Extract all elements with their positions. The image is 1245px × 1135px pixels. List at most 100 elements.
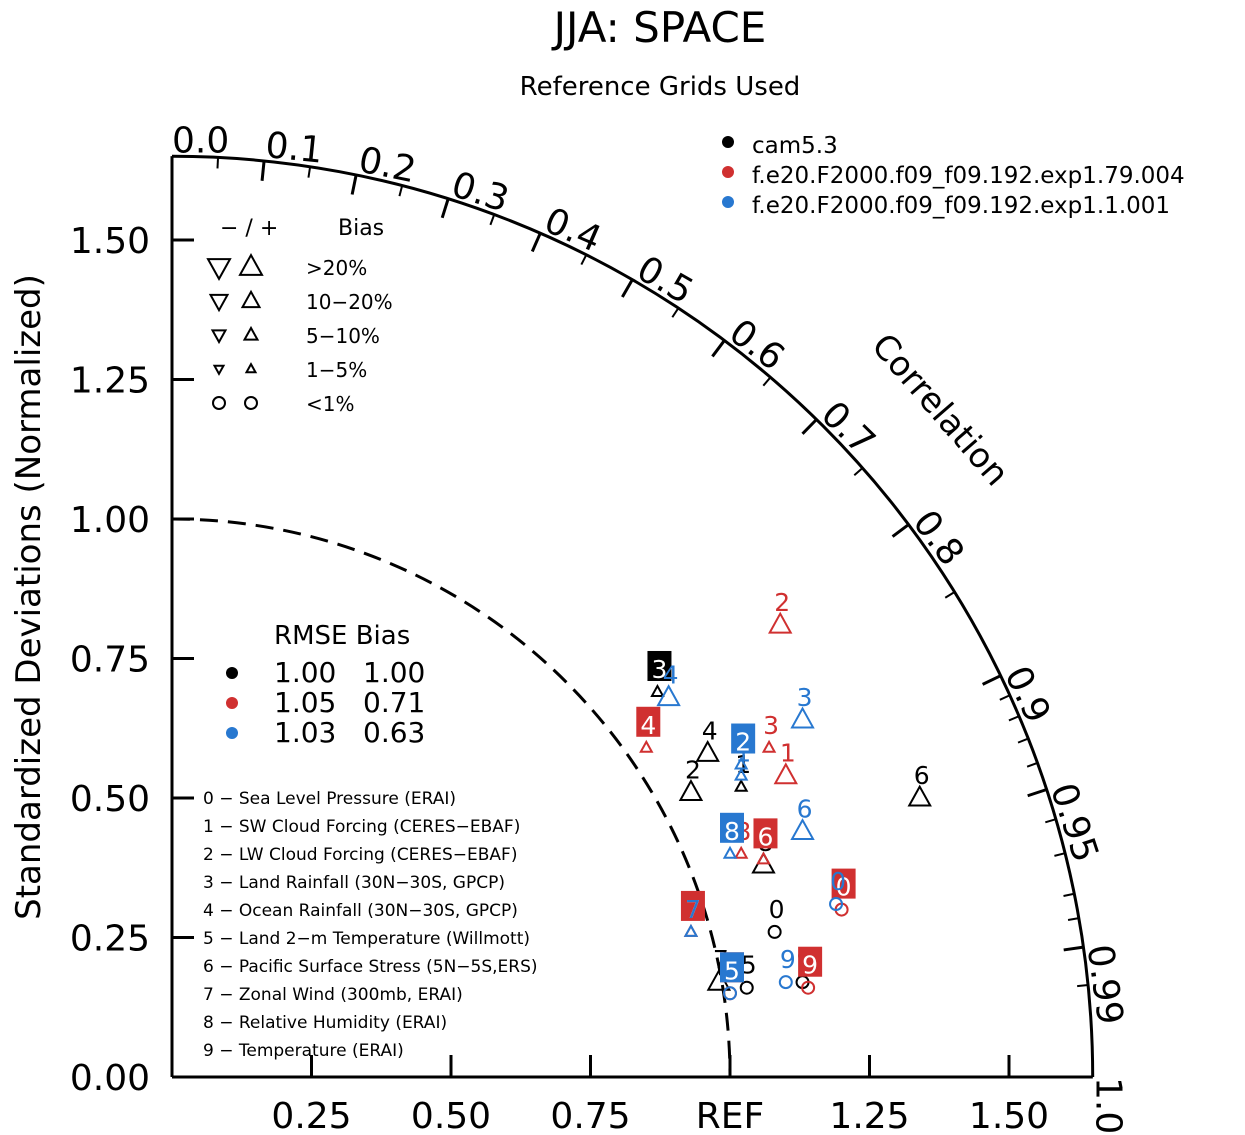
- rmse-table-swatch: [226, 697, 238, 709]
- correlation-major-tick: [350, 174, 358, 195]
- axes-layer: 0.000.250.500.751.001.251.500.25 0.50 0.75…: [9, 120, 1130, 1135]
- y-tick-label: 1.00: [70, 500, 150, 541]
- data-point-label: 0: [836, 873, 852, 902]
- data-point-label: 2: [735, 728, 751, 757]
- correlation-minor-tick: [1067, 917, 1080, 922]
- data-point-marker: [790, 706, 815, 729]
- data-point-label-box: [798, 946, 823, 977]
- correlation-major-tick: [711, 339, 726, 358]
- y-tick-label: 1.50: [70, 221, 150, 262]
- data-point-marker: [907, 784, 932, 807]
- correlation-minor-tick: [1054, 852, 1066, 857]
- data-point-label: 3: [652, 655, 668, 684]
- x-tick-label: 0.75: [550, 1096, 630, 1135]
- data-point-marker: [733, 778, 749, 792]
- data-point-label-box: [680, 890, 705, 921]
- correlation-minor-tick: [489, 214, 496, 226]
- y-tick-label: 1.25: [70, 361, 150, 402]
- correlation-axis-title: Correlation: [863, 326, 1016, 494]
- variable-legend-item: 4 − Ocean Rainfall (30N−30S, GPCP): [203, 901, 518, 921]
- series-legend-swatch: [722, 136, 734, 148]
- rmse-table-bias: 1.00: [363, 656, 425, 689]
- correlation-major-tick: [621, 278, 634, 298]
- correlation-tick-label: 0.5: [630, 248, 700, 312]
- data-point-label-box: [831, 868, 856, 899]
- data-point: 3: [761, 711, 779, 753]
- data-point-marker: [650, 683, 665, 697]
- data-point-label: 5: [741, 951, 757, 980]
- correlation-tick-label: 0.2: [355, 140, 419, 192]
- correlation-tick-label: 0.3: [447, 164, 514, 220]
- data-point: 4: [636, 706, 661, 753]
- data-point-marker: [761, 739, 777, 753]
- rmse-table-swatch: [226, 727, 238, 739]
- correlation-tick-label: 0.8: [905, 503, 972, 573]
- data-point-marker: [723, 986, 737, 1001]
- data-point-label: 2: [685, 755, 701, 784]
- data-point-marker: [773, 762, 798, 785]
- data-point-label: 1: [780, 739, 796, 768]
- variable-legend-item: 3 − Land Rainfall (30N−30S, GPCP): [203, 873, 505, 893]
- data-point-label-box: [636, 706, 661, 737]
- data-point-marker: [801, 980, 816, 995]
- data-point-label: 7: [685, 895, 701, 924]
- series-legend-label: f.e20.F2000.f09_f09.192.exp1.1.001: [752, 193, 1170, 219]
- correlation-tick-label: 1.0: [1088, 1077, 1129, 1134]
- data-point: 4: [656, 661, 681, 707]
- data-point-marker: [722, 845, 738, 859]
- bias-legend-down-triangle: [208, 293, 230, 313]
- x-tick-label: 0.25: [271, 1096, 351, 1135]
- correlation-tick-label: 0.95: [1042, 778, 1106, 867]
- variable-legend-item: 7 − Zonal Wind (300mb, ERAI): [203, 985, 463, 1005]
- correlation-major-tick: [260, 160, 266, 181]
- variable-legend-item: 6 − Pacific Surface Stress (5N−5S,ERS): [203, 957, 538, 977]
- bias-legend-row-label: <1%: [306, 392, 355, 416]
- data-point-label: 3: [797, 683, 813, 712]
- data-point-label: 0: [830, 867, 846, 896]
- x-tick-label: 1.50: [969, 1096, 1049, 1135]
- correlation-minor-tick: [1017, 737, 1029, 744]
- correlation-major-tick: [530, 232, 542, 253]
- variable-legend-item: 8 − Relative Humidity (ERAI): [203, 1013, 447, 1033]
- data-point-label: 2: [774, 588, 790, 617]
- correlation-tick-label: 0.99: [1079, 942, 1131, 1027]
- data-point: 1: [773, 739, 798, 785]
- correlation-minor-tick: [1077, 984, 1089, 988]
- data-point-marker: [733, 756, 749, 770]
- outer-arc: [171, 154, 1095, 1078]
- data-point: 6: [753, 818, 778, 865]
- variable-legend-item: 1 − SW Cloud Forcing (CERES−EBAF): [203, 817, 520, 837]
- data-point: 3: [790, 683, 815, 729]
- correlation-minor-tick: [1026, 761, 1038, 768]
- data-point-label-box: [753, 818, 778, 849]
- bias-legend-up-triangle: [242, 325, 260, 341]
- bias-legend-up-triangle: [244, 362, 258, 374]
- correlation-major-tick: [1027, 788, 1048, 798]
- y-tick-label: 0.25: [70, 919, 150, 960]
- data-point: 4: [695, 716, 720, 762]
- bias-legend-down-triangle: [212, 364, 226, 376]
- bias-legend-row-label: 10−20%: [306, 290, 393, 314]
- data-point: 6: [790, 794, 815, 841]
- data-point-marker: [733, 845, 749, 859]
- data-point-label: 9: [802, 951, 818, 980]
- data-point-label: 6: [797, 794, 813, 823]
- series-legend-swatch: [722, 166, 734, 178]
- correlation-tick-label: 0.7: [813, 394, 883, 463]
- correlation-major-tick: [891, 523, 910, 538]
- data-point: 3: [647, 650, 672, 697]
- correlation-major-tick: [981, 674, 1002, 686]
- correlation-tick-label: 0.0: [172, 120, 229, 161]
- bias-legend-bias-header: Bias: [338, 216, 384, 241]
- data-point: 8: [720, 812, 744, 859]
- correlation-minor-tick: [944, 591, 956, 599]
- correlation-minor-tick: [1063, 892, 1075, 897]
- data-point: 9: [778, 945, 796, 990]
- chart-subtitle: Reference Grids Used: [520, 72, 801, 102]
- legend-layer: cam5.3 f.e20.F2000.f09_f09.192.exp1.79.00…: [203, 133, 1185, 1061]
- bias-legend-up-triangle: [240, 289, 262, 309]
- y-axis-title: Standardized Deviations (Normalized): [9, 274, 49, 920]
- bias-legend-row-label: 5−10%: [306, 324, 380, 348]
- data-point-marker: [767, 924, 782, 939]
